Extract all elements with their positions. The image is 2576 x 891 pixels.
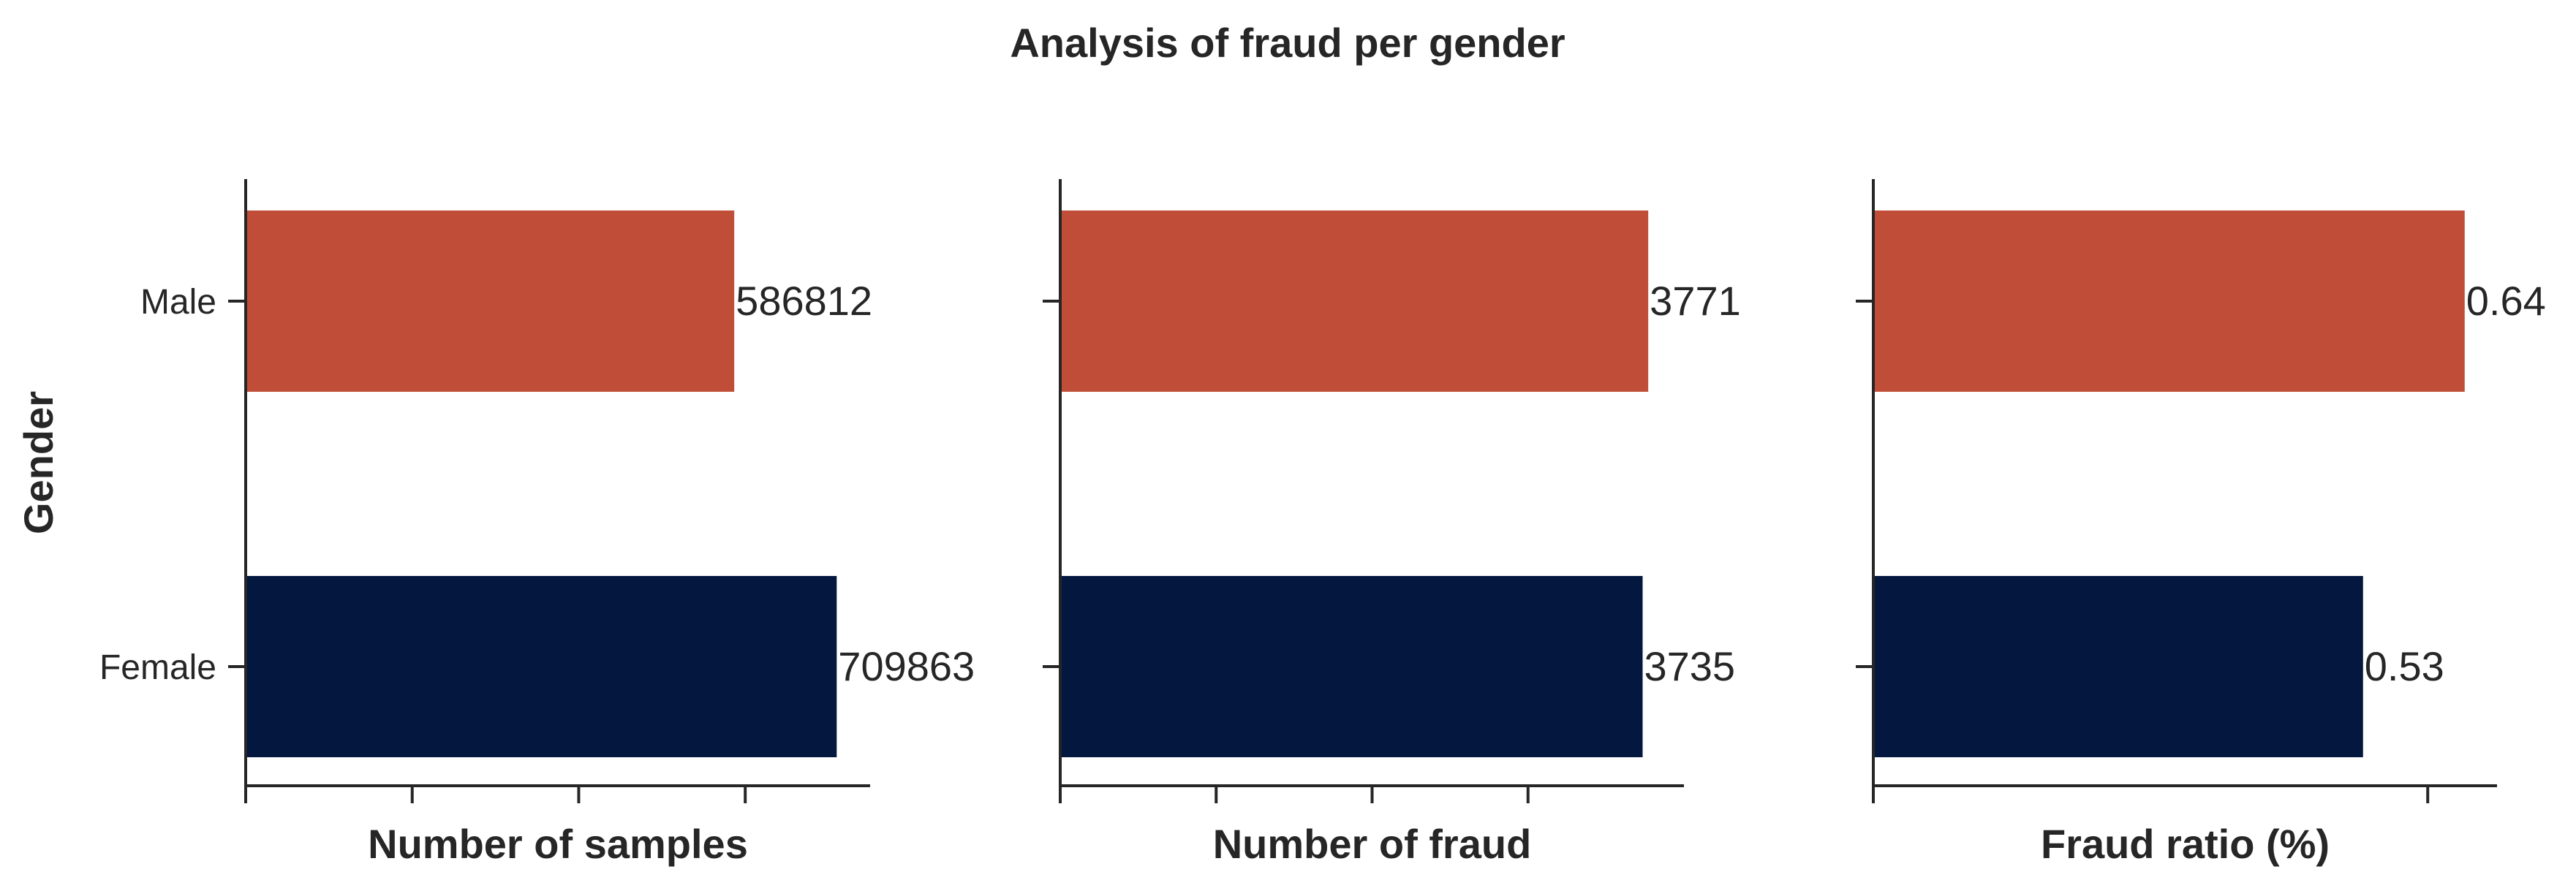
panel-3: 0.64 0.53 Fraud ratio (%) bbox=[1856, 179, 2546, 867]
chart-panels: 586812 709863 Male Female Number of samples 3… bbox=[99, 179, 2546, 867]
y-tick-label-male: Male bbox=[140, 283, 216, 322]
bar-male bbox=[246, 211, 735, 392]
x-axis-label: Number of fraud bbox=[1213, 821, 1532, 867]
data-label-female: 0.53 bbox=[2365, 643, 2444, 689]
bar-female bbox=[1060, 576, 1643, 757]
data-label-male: 3771 bbox=[1650, 278, 1741, 324]
bar-male bbox=[1060, 211, 1649, 392]
panel-1: 586812 709863 Male Female Number of samples bbox=[99, 179, 975, 867]
y-axis-label: Gender bbox=[15, 391, 61, 534]
bar-female bbox=[246, 576, 837, 757]
data-label-female: 709863 bbox=[838, 643, 975, 689]
x-axis-label: Number of samples bbox=[368, 821, 748, 867]
bar-male bbox=[1873, 211, 2465, 392]
data-label-male: 0.64 bbox=[2466, 278, 2546, 324]
bar-female bbox=[1873, 576, 2363, 757]
y-tick-label-female: Female bbox=[99, 648, 216, 687]
chart-title: Analysis of fraud per gender bbox=[1010, 20, 1565, 66]
panel-2: 3771 3735 Number of fraud bbox=[1043, 179, 1741, 867]
x-axis-label: Fraud ratio (%) bbox=[2041, 821, 2330, 867]
data-label-female: 3735 bbox=[1644, 643, 1735, 689]
data-label-male: 586812 bbox=[736, 278, 872, 324]
